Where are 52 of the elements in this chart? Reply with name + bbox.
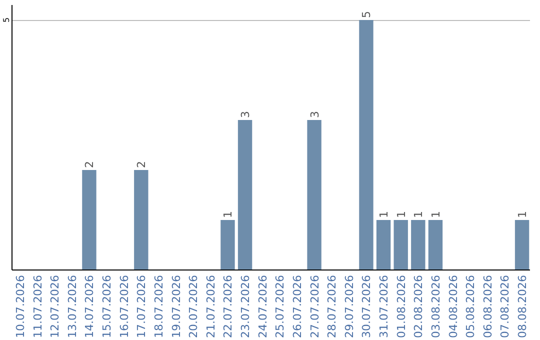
data-label: 3 [308, 111, 322, 118]
x-tick-label: 23.07.2026 [239, 275, 252, 338]
x-tick-label: 08.08.2026 [516, 275, 530, 338]
x-tick-label: 17.07.2026 [135, 275, 148, 338]
bar [82, 170, 96, 270]
x-tick-label: 21.07.2026 [204, 275, 218, 338]
x-tick-label: 20.07.2026 [187, 275, 200, 338]
bar [394, 220, 408, 270]
x-tick-label: 28.07.2026 [326, 275, 339, 338]
bar [411, 220, 426, 270]
x-tick-label: 01.08.2026 [394, 275, 408, 338]
x-tick-label: 22.07.2026 [222, 275, 235, 338]
x-tick-label: 04.08.2026 [446, 275, 460, 338]
x-tick-label: 15.07.2026 [100, 275, 114, 338]
data-label: 1 [222, 211, 235, 218]
data-label: 5 [360, 11, 374, 18]
data-label: 2 [135, 161, 148, 168]
bar [514, 220, 530, 270]
x-tick-label: 18.07.2026 [152, 275, 166, 338]
data-label: 2 [83, 161, 96, 168]
bar [238, 120, 252, 270]
x-tick-label: 26.07.2026 [290, 275, 304, 338]
data-label: 1 [516, 211, 530, 218]
data-label: 1 [378, 211, 391, 218]
x-tick-label: 30.07.2026 [360, 275, 374, 338]
x-tick-label: 14.07.2026 [83, 275, 96, 338]
bar [428, 220, 443, 270]
bar [376, 220, 391, 270]
x-tick-label: 25.07.2026 [274, 275, 287, 338]
x-tick-label: 12.07.2026 [48, 275, 62, 338]
x-tick-label: 11.07.2026 [31, 275, 44, 338]
data-label: 1 [429, 211, 442, 218]
x-tick-label: 13.07.2026 [66, 275, 79, 338]
x-tick-label: 31.07.2026 [378, 275, 391, 338]
x-tick-label: 06.08.2026 [481, 275, 494, 338]
x-tick-label: 27.07.2026 [308, 275, 322, 338]
x-tick-label: 29.07.2026 [342, 275, 356, 338]
x-tick-label: 16.07.2026 [118, 275, 131, 338]
x-tick-label: 03.08.2026 [429, 275, 442, 338]
x-tick-label: 19.07.2026 [170, 275, 183, 338]
data-label: 1 [394, 211, 408, 218]
data-label: 1 [412, 211, 426, 218]
x-tick-label: 07.08.2026 [498, 275, 512, 338]
x-tick-label: 10.07.2026 [14, 275, 27, 338]
x-tick-label: 02.08.2026 [412, 275, 426, 338]
x-tick-label: 24.07.2026 [256, 275, 270, 338]
data-label: 3 [239, 111, 252, 118]
bar [359, 20, 374, 270]
bar [134, 170, 148, 270]
bar [220, 220, 235, 270]
bar [307, 120, 322, 270]
x-tick-label: 05.08.2026 [464, 275, 478, 338]
